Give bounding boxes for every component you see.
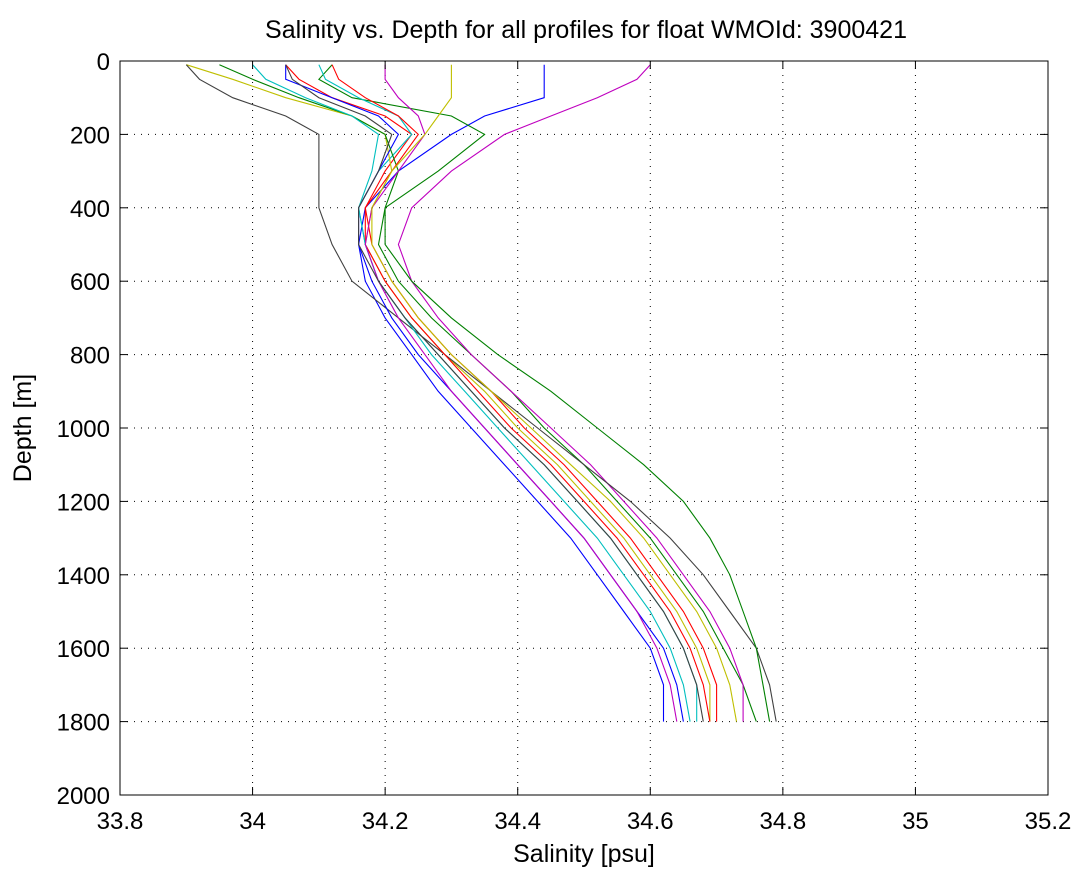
x-tick-label: 34.6 bbox=[627, 808, 674, 835]
y-tick-label: 1200 bbox=[57, 489, 110, 516]
y-tick-label: 2000 bbox=[57, 783, 110, 810]
y-tick-label: 800 bbox=[70, 343, 110, 370]
profile-line-9 bbox=[219, 64, 771, 722]
y-tick-label: 400 bbox=[70, 196, 110, 223]
y-tick-label: 1400 bbox=[57, 563, 110, 590]
x-tick-label: 34.4 bbox=[494, 808, 541, 835]
y-axis-label: Depth [m] bbox=[9, 374, 37, 482]
x-tick-label: 34.2 bbox=[362, 808, 409, 835]
x-tick-label: 33.8 bbox=[97, 808, 144, 835]
profile-line-1 bbox=[358, 64, 665, 722]
profile-line-13 bbox=[371, 64, 738, 722]
profile-lines bbox=[185, 64, 777, 722]
x-tick-label: 35 bbox=[902, 808, 929, 835]
axis-ticks bbox=[119, 60, 1049, 796]
y-tick-label: 600 bbox=[70, 269, 110, 296]
y-tick-label: 1000 bbox=[57, 416, 110, 443]
y-tick-label: 0 bbox=[97, 49, 110, 76]
profile-line-5 bbox=[397, 64, 744, 722]
x-tick-label: 34 bbox=[239, 808, 266, 835]
y-tick-labels: 0 200 400 600 800 1000 1200 1400 1600 1800 2000 bbox=[57, 49, 110, 810]
grid-lines bbox=[120, 61, 1048, 795]
x-tick-label: 34.8 bbox=[759, 808, 806, 835]
chart-title: Salinity vs. Depth for all profiles for … bbox=[265, 16, 907, 44]
y-tick-label: 1600 bbox=[57, 636, 110, 663]
x-tick-label: 35.2 bbox=[1025, 808, 1072, 835]
profile-line-11 bbox=[252, 64, 691, 722]
y-tick-label: 200 bbox=[70, 122, 110, 149]
x-tick-labels: 33.8 34 34.2 34.4 34.6 34.8 35 35.2 bbox=[97, 808, 1072, 835]
profile-line-14 bbox=[285, 64, 704, 722]
profile-line-12 bbox=[364, 64, 678, 722]
x-axis-label: Salinity [psu] bbox=[513, 840, 655, 868]
profile-line-10 bbox=[331, 64, 711, 722]
y-tick-label: 1800 bbox=[57, 710, 110, 737]
